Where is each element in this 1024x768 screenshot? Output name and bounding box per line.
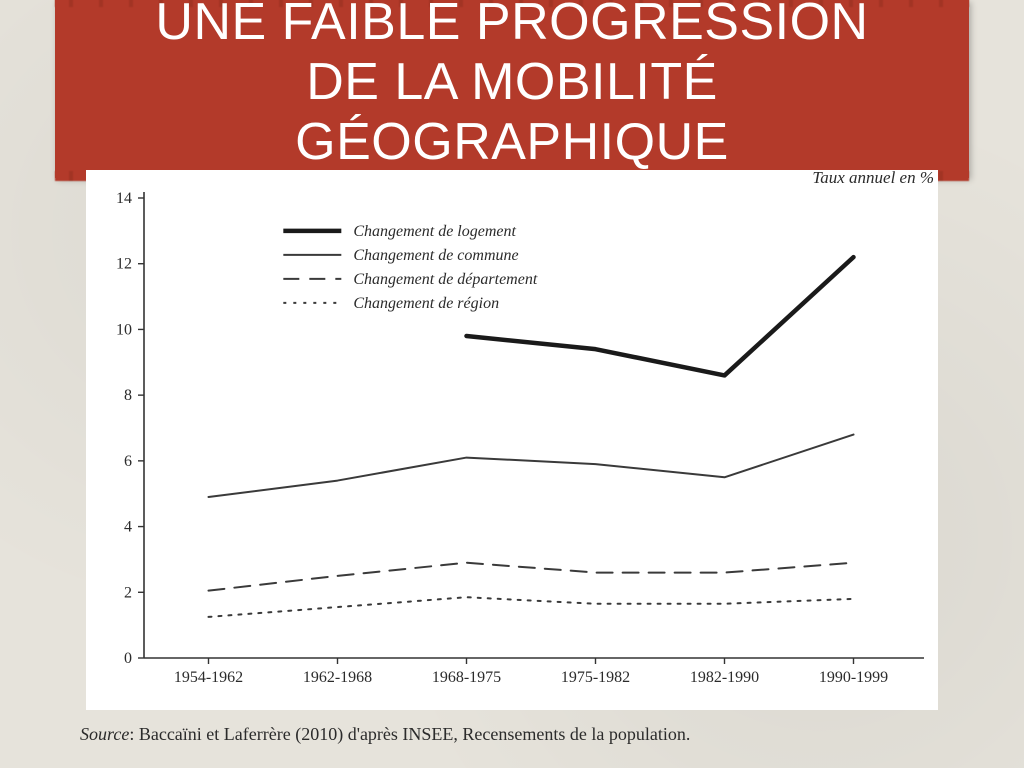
legend-label-departement: Changement de département bbox=[353, 271, 538, 288]
source-text: : Baccaïni et Laferrère (2010) d'après I… bbox=[129, 724, 690, 744]
title-banner: UNE FAIBLE PROGRESSION DE LA MOBILITÉ GÉ… bbox=[55, 0, 969, 178]
series-departement bbox=[209, 563, 854, 591]
legend-label-region: Changement de région bbox=[353, 295, 499, 312]
source-prefix: Source bbox=[80, 724, 129, 744]
svg-text:10: 10 bbox=[116, 321, 132, 338]
svg-text:0: 0 bbox=[124, 650, 132, 667]
svg-text:1975-1982: 1975-1982 bbox=[561, 669, 630, 686]
svg-text:2: 2 bbox=[124, 584, 132, 601]
svg-text:1982-1990: 1982-1990 bbox=[690, 669, 759, 686]
chart-source: Source: Baccaïni et Laferrère (2010) d'a… bbox=[80, 724, 690, 745]
svg-text:14: 14 bbox=[116, 190, 132, 207]
svg-text:1990-1999: 1990-1999 bbox=[819, 669, 888, 686]
svg-text:1954-1962: 1954-1962 bbox=[174, 669, 243, 686]
series-region bbox=[209, 597, 854, 617]
svg-text:6: 6 bbox=[124, 453, 132, 470]
legend-label-logement: Changement de logement bbox=[353, 223, 516, 240]
svg-text:4: 4 bbox=[124, 519, 132, 536]
svg-text:12: 12 bbox=[116, 256, 132, 273]
svg-text:8: 8 bbox=[124, 387, 132, 404]
series-commune bbox=[209, 435, 854, 497]
svg-text:1968-1975: 1968-1975 bbox=[432, 669, 501, 686]
svg-text:1962-1968: 1962-1968 bbox=[303, 669, 372, 686]
legend-label-commune: Changement de commune bbox=[353, 247, 518, 264]
chart-svg: 0 2 4 6 8 10 12 14 1954-1962 1962-1968 1968-1975 19… bbox=[86, 170, 938, 710]
chart-panel: Taux annuel en % 024681012141954-1962196… bbox=[86, 170, 938, 710]
slide-title: UNE FAIBLE PROGRESSION DE LA MOBILITÉ GÉ… bbox=[55, 0, 969, 172]
